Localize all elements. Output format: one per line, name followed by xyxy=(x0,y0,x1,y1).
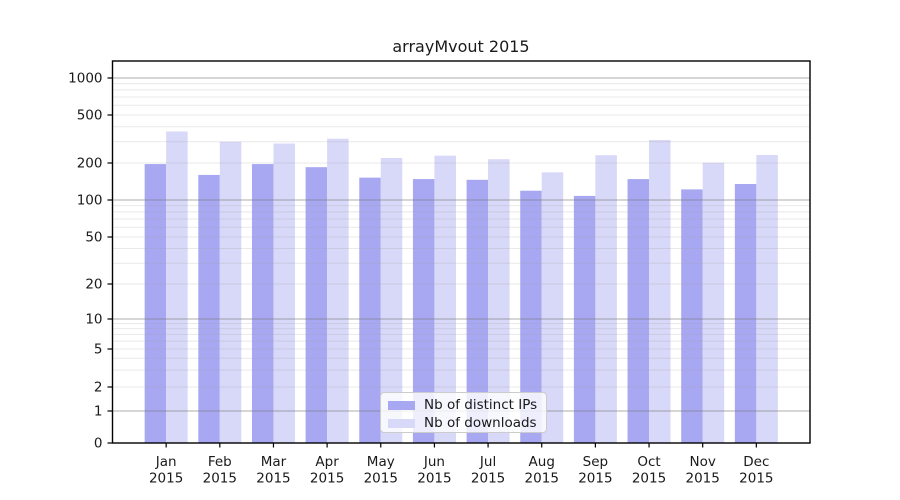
legend-swatch-distinct-ips xyxy=(388,400,415,410)
y-tick-label: 500 xyxy=(77,108,103,124)
x-tick-label: Jan 2015 xyxy=(149,454,183,487)
x-tick-label: Mar 2015 xyxy=(256,454,290,487)
bar-downloads-oct xyxy=(649,140,671,443)
bar-distinct-ips-oct xyxy=(627,179,650,443)
bar-downloads-mar xyxy=(273,143,295,444)
x-tick-label: Feb 2015 xyxy=(203,454,237,487)
bar-distinct-ips-jan xyxy=(144,164,167,443)
plot-frame xyxy=(111,60,811,444)
bar-downloads-dec xyxy=(756,154,778,443)
bar-downloads-jul xyxy=(488,159,510,443)
x-tick-label: Dec 2015 xyxy=(739,454,773,487)
bar-distinct-ips-jun xyxy=(412,179,435,443)
bar-downloads-apr xyxy=(327,138,349,443)
chart-title: arrayMvout 2015 xyxy=(392,37,530,56)
bar-distinct-ips-feb xyxy=(198,174,220,443)
bar-distinct-ips-jul xyxy=(466,179,489,443)
x-tick-label: Apr 2015 xyxy=(310,454,344,487)
x-tick-label: May 2015 xyxy=(364,454,398,487)
bar-downloads-jun xyxy=(434,155,456,443)
legend-label-downloads: Nb of downloads xyxy=(424,415,537,431)
x-tick-label: Jul 2015 xyxy=(471,454,505,487)
bar-downloads-feb xyxy=(219,141,242,444)
x-tick-label: Nov 2015 xyxy=(686,454,720,487)
y-tick-label: 100 xyxy=(77,193,103,209)
bar-downloads-sep xyxy=(595,155,617,443)
bar-distinct-ips-dec xyxy=(734,183,757,443)
y-tick-label: 1 xyxy=(94,404,103,420)
bar-distinct-ips-mar xyxy=(251,164,274,443)
y-tick-label: 0 xyxy=(94,436,103,452)
bar-downloads-jan xyxy=(166,131,188,444)
y-tick-label: 1000 xyxy=(68,71,102,87)
x-tick-label: Jun 2015 xyxy=(417,454,451,487)
legend-label-distinct-ips: Nb of distinct IPs xyxy=(424,397,538,413)
y-tick-label: 2 xyxy=(94,380,103,396)
bar-distinct-ips-may xyxy=(359,177,381,444)
x-tick-label: Sep 2015 xyxy=(578,454,612,487)
y-tick-label: 50 xyxy=(85,230,102,246)
bar-downloads-aug xyxy=(541,172,564,443)
bar-downloads-may xyxy=(380,158,403,443)
legend-swatch-downloads xyxy=(388,418,415,428)
bar-downloads-nov xyxy=(702,162,725,444)
bar-distinct-ips-aug xyxy=(520,190,542,443)
legend: Nb of distinct IPs Nb of downloads xyxy=(380,392,547,433)
bar-distinct-ips-nov xyxy=(681,189,703,443)
x-tick-label: Aug 2015 xyxy=(525,454,559,487)
y-tick-label: 200 xyxy=(77,156,103,172)
y-tick-label: 10 xyxy=(85,312,102,328)
bar-distinct-ips-apr xyxy=(305,167,328,443)
legend-item-distinct-ips: Nb of distinct IPs xyxy=(381,396,546,414)
legend-item-downloads: Nb of downloads xyxy=(381,414,546,432)
y-tick-label: 20 xyxy=(85,277,102,293)
y-tick-label: 5 xyxy=(94,342,103,358)
x-tick-label: Oct 2015 xyxy=(632,454,666,487)
